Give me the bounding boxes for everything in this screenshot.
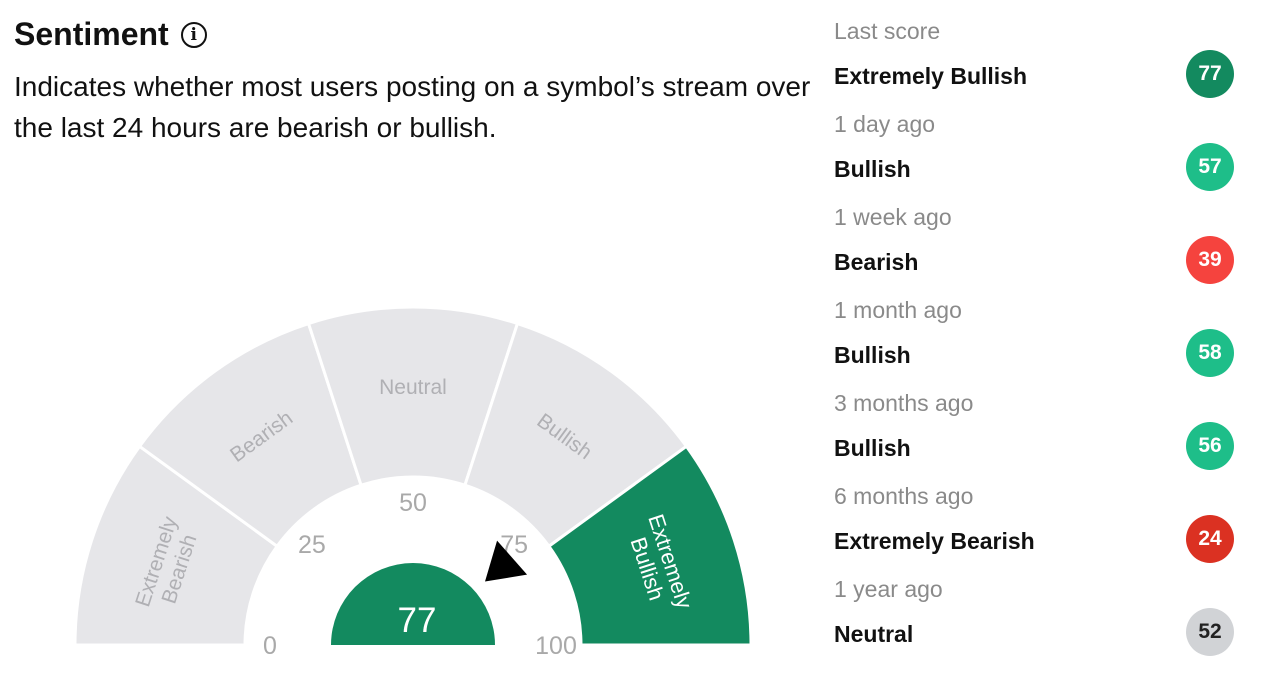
history-entry: 1 week ago Bearish 39 [834,198,1234,291]
sentiment-gauge: ExtremelyBearishBearishNeutralBullishExt… [73,305,753,660]
gauge-tick-label: 0 [263,632,277,660]
description: Indicates whether most users posting on … [14,71,811,143]
gauge-segment [546,444,753,647]
gauge-score-cap [331,563,495,645]
score-badge: 39 [1186,236,1234,284]
history-entry: 1 year ago Neutral 52 [834,570,1234,663]
gauge-tick-label: 25 [298,531,326,559]
history-period: Last score [834,18,941,44]
page-title: Sentiment [14,16,169,52]
history-period: 1 month ago [834,297,962,323]
history-entry: 3 months ago Bullish 56 [834,384,1234,477]
gauge-score-value: 77 [398,601,437,640]
history-period: 1 day ago [834,111,936,137]
history-entry: Last score Extremely Bullish 77 [834,12,1234,105]
history-sentiment-label: Bullish [834,156,911,182]
history-sentiment-label: Bearish [834,249,919,275]
info-icon[interactable]: i [180,21,207,48]
gauge-tick-label: 50 [399,489,427,517]
score-badge: 77 [1186,50,1234,98]
history-sentiment-label: Extremely Bullish [834,63,1028,89]
history-period: 6 months ago [834,483,974,509]
sentiment-history: Last score Extremely Bullish 77 1 day ago Bu… [834,12,1234,663]
history-entry: 6 months ago Extremely Bearish 24 [834,477,1234,570]
history-sentiment-label: Neutral [834,621,914,647]
gauge-segment-label: Neutral [379,376,447,399]
score-badge: 52 [1186,608,1234,656]
gauge-tick-label: 100 [535,632,577,660]
gauge-pointer [485,540,528,582]
history-sentiment-label: Bullish [834,435,911,461]
history-entry: 1 day ago Bullish 57 [834,105,1234,198]
score-badge: 56 [1186,422,1234,470]
score-badge: 58 [1186,329,1234,377]
history-sentiment-label: Bullish [834,342,911,368]
history-period: 3 months ago [834,390,974,416]
history-sentiment-label: Extremely Bearish [834,528,1035,554]
history-period: 1 week ago [834,204,952,230]
score-badge: 24 [1186,515,1234,563]
score-badge: 57 [1186,143,1234,191]
history-period: 1 year ago [834,576,943,602]
title-row: Sentiment i [14,16,207,53]
history-entry: 1 month ago Bullish 58 [834,291,1234,384]
